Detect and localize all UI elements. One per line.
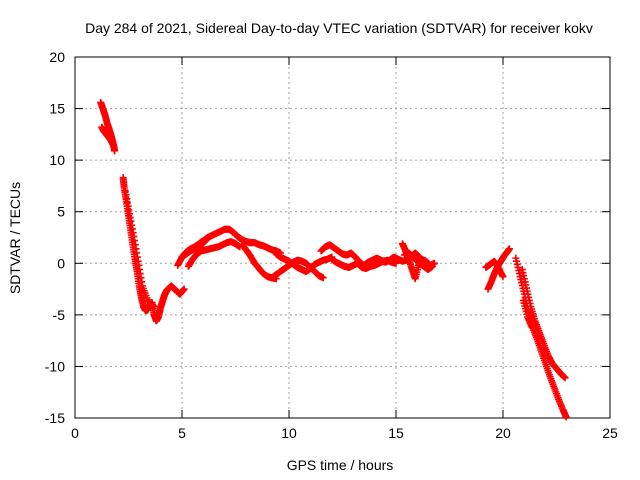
y-tick-label: -10 [45,358,65,374]
series-arc-8b [482,257,507,281]
data-point [561,374,569,382]
x-tick-label: 5 [178,425,186,441]
data-point [150,303,158,311]
series-arc-6b [328,255,400,272]
data-point [499,273,507,281]
data-point [562,413,570,421]
series-arc-9b [518,265,569,382]
data-point [111,147,119,155]
grid [75,57,610,418]
series-arc-5b [268,256,327,282]
series-arc-5 [272,250,336,276]
chart-title: Day 284 of 2021, Sidereal Day-to-day VTE… [85,20,593,36]
series-arc-2b [121,187,158,311]
data-point [319,274,327,282]
y-tick-label: 15 [49,101,65,117]
x-tick-label: 25 [602,425,618,441]
x-tick-label: 15 [388,425,404,441]
data-point [505,245,513,253]
series-arc-7b [401,249,436,273]
data-point [149,302,157,310]
series-arc-8 [484,245,513,293]
data-point [428,262,436,270]
data-point [204,235,212,243]
data-points [97,98,570,421]
y-axis-label: SDTVAR / TECUs [7,182,23,294]
y-tick-label: -5 [53,307,66,323]
y-tick-label: 5 [57,204,65,220]
y-tick-label: 0 [57,255,65,271]
y-tick-label: 20 [49,49,65,65]
x-tick-label: 20 [495,425,511,441]
x-axis-label: GPS time / hours [287,457,394,473]
data-point [110,142,118,150]
series-arc-3b [184,238,244,270]
series-arc-9c [519,296,536,331]
y-tick-label: -15 [45,410,65,426]
y-tick-label: 10 [49,152,65,168]
axis-ticks: 0 5 10 15 20 25 -15 -10 -5 0 5 10 15 20 [45,49,618,441]
x-tick-label: 10 [281,425,297,441]
plot-frame [74,56,611,419]
data-point [180,285,188,293]
x-tick-label: 0 [71,425,79,441]
data-point [528,323,536,331]
series-arc-1b [98,123,118,150]
series-arc-3c [178,235,212,261]
data-point [392,259,400,267]
